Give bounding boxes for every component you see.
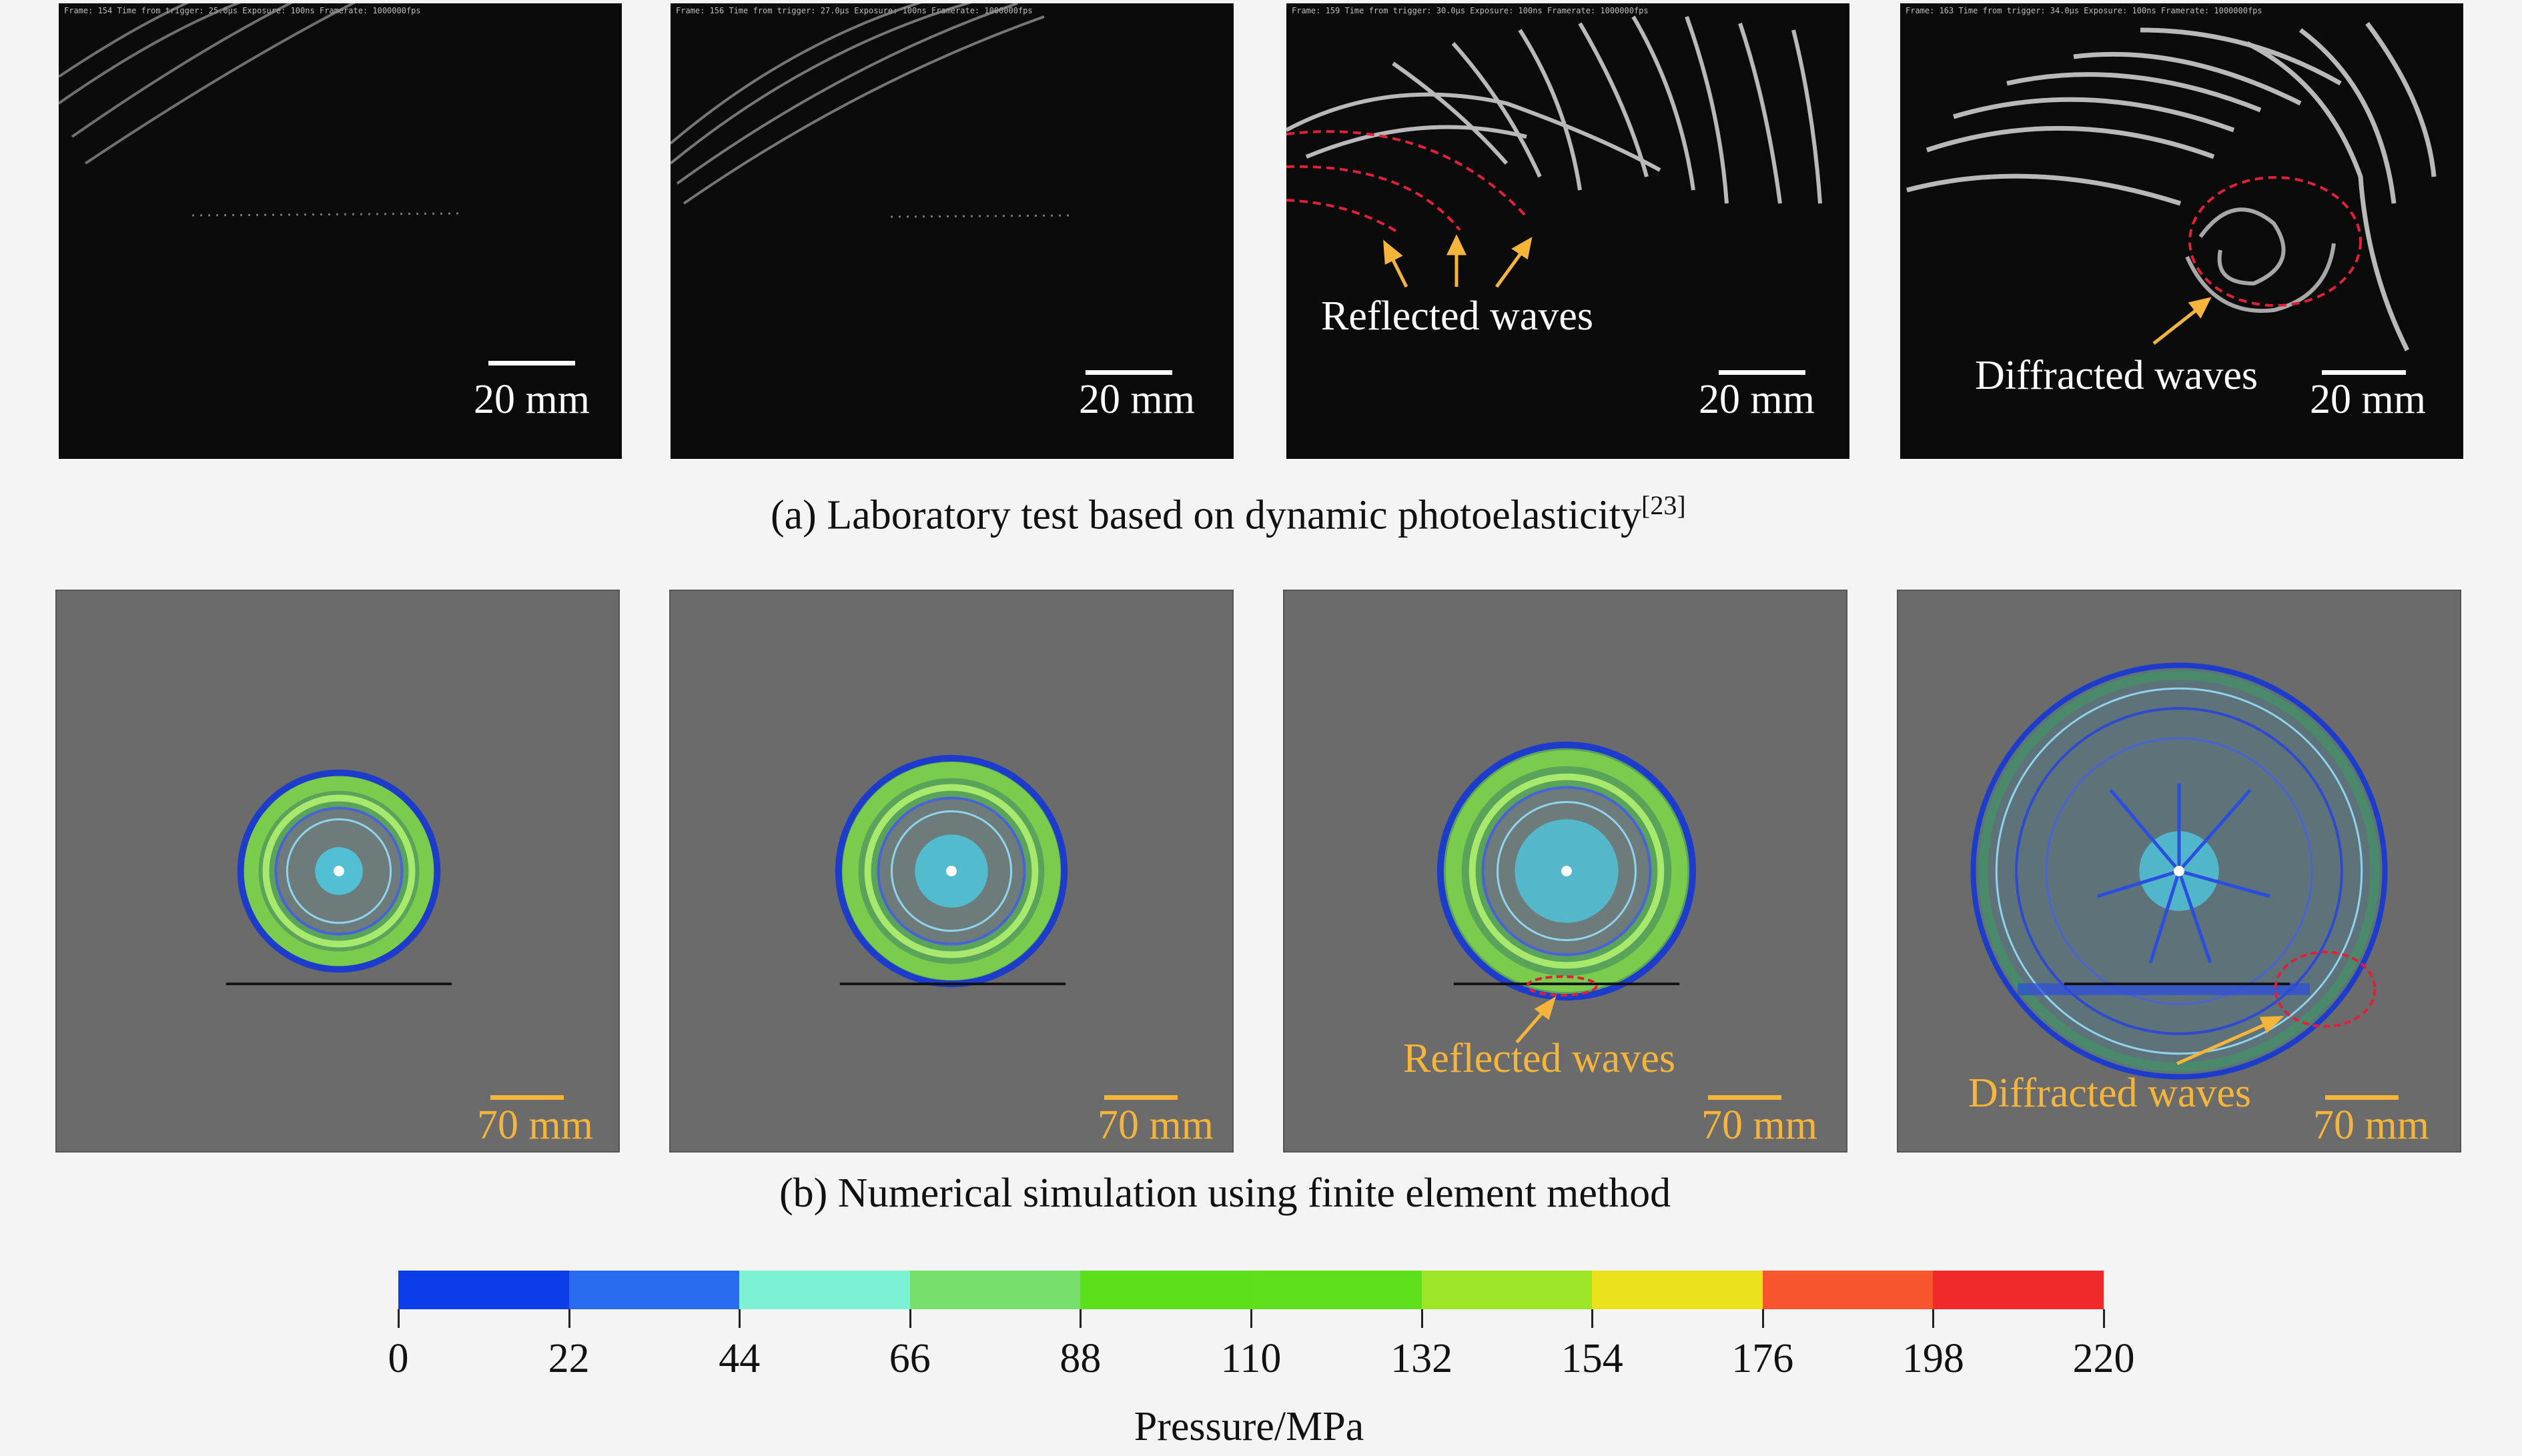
colorbar-segment xyxy=(568,1271,740,1309)
scale-bar xyxy=(1719,370,1805,375)
photo-fringes xyxy=(59,3,460,217)
reflected-waves-label: Reflected waves xyxy=(1321,293,1593,339)
scale-label: 20 mm xyxy=(1079,377,1195,422)
colorbar-tick-label: 0 xyxy=(388,1336,409,1381)
scale-bar xyxy=(2325,1095,2399,1100)
colorbar-tick-label: 110 xyxy=(1220,1336,1282,1381)
colorbar-tick-label: 88 xyxy=(1060,1336,1102,1381)
simulation-panel-3: Reflected waves 70 mm xyxy=(1283,590,1847,1153)
scale-label: 70 mm xyxy=(1701,1103,1817,1148)
colorbar-tick xyxy=(568,1309,570,1328)
pressure-colorbar xyxy=(398,1271,2104,1309)
colorbar-tick xyxy=(2103,1309,2105,1328)
simulation-wavefront xyxy=(1970,662,2388,1080)
scale-bar xyxy=(2322,370,2406,375)
scale-bar xyxy=(490,1095,564,1100)
colorbar-tick-label: 132 xyxy=(1390,1336,1453,1381)
colorbar-tick-label: 22 xyxy=(548,1336,590,1381)
colorbar-tick xyxy=(1420,1309,1423,1328)
colorbar-tick xyxy=(1250,1309,1252,1328)
diffracted-wave-outline xyxy=(2188,176,2362,307)
colorbar-tick-label: 44 xyxy=(719,1336,761,1381)
scale-bar xyxy=(1104,1095,1178,1100)
scale-label: 70 mm xyxy=(2313,1103,2429,1148)
diffracted-waves-label: Diffracted waves xyxy=(1968,1070,2252,1116)
colorbar-tick xyxy=(1080,1309,1082,1328)
simulation-wavefront xyxy=(1436,741,1697,1044)
arrow-icon xyxy=(1515,996,1557,1044)
photo-header-text: Frame: 163 Time from trigger: 34.0μs Exp… xyxy=(1906,6,2262,15)
colorbar-tick xyxy=(398,1309,400,1328)
photo-fringes xyxy=(1286,15,1822,288)
colorbar-segment xyxy=(1762,1271,1934,1309)
simulation-panel-4: Diffracted waves 70 mm xyxy=(1897,590,2461,1153)
reflected-wave-outline xyxy=(1286,130,1528,235)
colorbar-segment xyxy=(398,1271,569,1309)
reflected-waves-label: Reflected waves xyxy=(1403,1036,1675,1081)
colorbar-segment xyxy=(909,1271,1081,1309)
colorbar-segment xyxy=(1250,1271,1422,1309)
colorbar-segment xyxy=(1592,1271,1763,1309)
colorbar-tick-label: 154 xyxy=(1561,1336,1623,1381)
colorbar-tick-label: 198 xyxy=(1902,1336,1964,1381)
colorbar-tick-label: 66 xyxy=(889,1336,931,1381)
arrow-icons xyxy=(1383,234,1533,288)
scale-label: 20 mm xyxy=(1699,377,1815,422)
colorbar-tick-label: 176 xyxy=(1731,1336,1794,1381)
simulation-panel-1: 70 mm xyxy=(55,590,620,1153)
diffracted-waves-label: Diffracted waves xyxy=(1975,353,2258,398)
arrow-icon xyxy=(2176,1016,2284,1065)
simulation-wavefront xyxy=(226,769,452,986)
scale-bar xyxy=(1708,1095,1781,1100)
caption-a: (a) Laboratory test based on dynamic pho… xyxy=(771,492,1686,536)
colorbar-tick xyxy=(1591,1309,1594,1328)
colorbar-tick xyxy=(909,1309,911,1328)
diffracted-wave-outline xyxy=(2274,950,2377,1028)
scale-label: 20 mm xyxy=(2310,377,2426,422)
scale-label: 70 mm xyxy=(477,1103,593,1148)
simulation-panel-2: 70 mm xyxy=(669,590,1234,1153)
scale-bar xyxy=(488,361,575,366)
arrow-icon xyxy=(2152,297,2212,345)
colorbar-tick-label: 220 xyxy=(2072,1336,2135,1381)
colorbar-tick xyxy=(1932,1309,1935,1328)
caption-a-text: (a) Laboratory test based on dynamic pho… xyxy=(771,492,1642,538)
simulation-wavefront xyxy=(835,754,1068,988)
colorbar-segment xyxy=(1933,1271,2104,1309)
caption-b: (b) Numerical simulation using finite el… xyxy=(779,1171,1671,1216)
colorbar-segment xyxy=(739,1271,910,1309)
scale-label: 20 mm xyxy=(474,377,590,422)
photo-header-text: Frame: 159 Time from trigger: 30.0μs Exp… xyxy=(1292,6,1649,15)
reflected-wave-outline xyxy=(1526,975,1598,997)
photo-header-text: Frame: 156 Time from trigger: 27.0μs Exp… xyxy=(676,6,1033,15)
caption-a-reference: [23] xyxy=(1641,490,1686,520)
photo-panel-3: Frame: 159 Time from trigger: 30.0μs Exp… xyxy=(1286,3,1849,459)
scale-label: 70 mm xyxy=(1098,1103,1214,1148)
photo-fringes xyxy=(671,3,1072,218)
colorbar-title: Pressure/MPa xyxy=(1134,1404,1364,1449)
photo-panel-2: Frame: 156 Time from trigger: 27.0μs Exp… xyxy=(671,3,1234,459)
colorbar-segment xyxy=(1080,1271,1251,1309)
photo-fringes xyxy=(1906,21,2437,351)
scale-bar xyxy=(1086,370,1172,375)
colorbar-segment xyxy=(1421,1271,1593,1309)
photo-panel-4: Frame: 163 Time from trigger: 34.0μs Exp… xyxy=(1900,3,2463,459)
colorbar-tick xyxy=(1761,1309,1764,1328)
colorbar-tick xyxy=(739,1309,741,1328)
photo-panel-1: Frame: 154 Time from trigger: 25.0μs Exp… xyxy=(59,3,622,459)
